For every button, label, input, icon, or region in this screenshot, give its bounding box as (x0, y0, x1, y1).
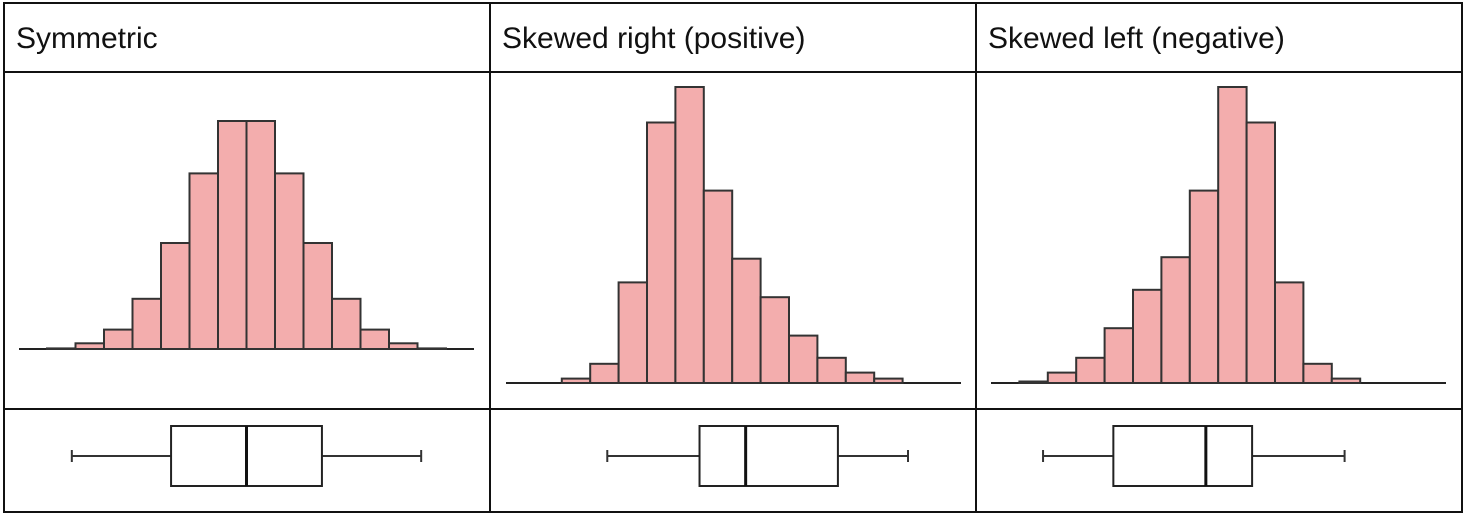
histogram-bar (188, 172, 219, 350)
histogram-bar (217, 120, 248, 350)
histogram-bar (589, 362, 620, 384)
histogram-bar (1160, 256, 1191, 385)
histogram-bar (1188, 189, 1220, 384)
histogram-bar (1274, 281, 1305, 384)
histogram-bar (1302, 362, 1333, 384)
boxplot-cell-skewed-left (975, 408, 1463, 513)
histogram-bar (816, 356, 847, 384)
histogram-bar (646, 121, 677, 384)
histogram-bar (245, 120, 276, 350)
header-symmetric: Symmetric (16, 22, 158, 55)
histogram-bar (131, 297, 162, 350)
histogram-symmetric (19, 120, 474, 351)
histogram-bar (302, 242, 333, 350)
histogram-skewed-left (991, 86, 1446, 385)
histogram-bar (359, 328, 390, 351)
histogram-bar (274, 172, 305, 350)
histogram-bar (46, 347, 77, 350)
histogram-bar (160, 242, 191, 350)
boxplot-skewed-right (606, 425, 910, 487)
histogram-bar (788, 334, 819, 385)
histogram-bar (1217, 86, 1248, 384)
histogram-bar (331, 297, 362, 350)
histogram-bar (1075, 356, 1106, 384)
boxplot-symmetric (70, 425, 423, 487)
boxplot-skewed-left (1042, 425, 1346, 487)
histogram-bar (617, 281, 648, 384)
header-skewed-left: Skewed left (negative) (988, 22, 1285, 55)
histogram-bar (1245, 121, 1276, 384)
histogram-bar (1018, 380, 1049, 384)
histogram-bar (731, 257, 762, 385)
histogram-bar (103, 328, 134, 351)
histogram-bar (1132, 288, 1163, 384)
histogram-bar (702, 189, 734, 384)
histogram-bar (759, 296, 790, 385)
histogram-bar (674, 86, 705, 384)
histogram-bar (560, 377, 592, 385)
histogram-skewed-right (506, 86, 961, 385)
histogram-bar (74, 342, 105, 350)
histogram-bar (1330, 377, 1362, 385)
histogram-bar (844, 371, 876, 385)
histogram-bar (1046, 371, 1078, 385)
header-skewed-right: Skewed right (positive) (502, 22, 805, 55)
histogram-bar (873, 377, 904, 385)
box-iqr (1112, 425, 1254, 487)
histogram-bar (416, 347, 447, 350)
histogram-bar (388, 342, 419, 350)
histogram-bar (1103, 327, 1134, 385)
box-iqr (698, 425, 839, 487)
